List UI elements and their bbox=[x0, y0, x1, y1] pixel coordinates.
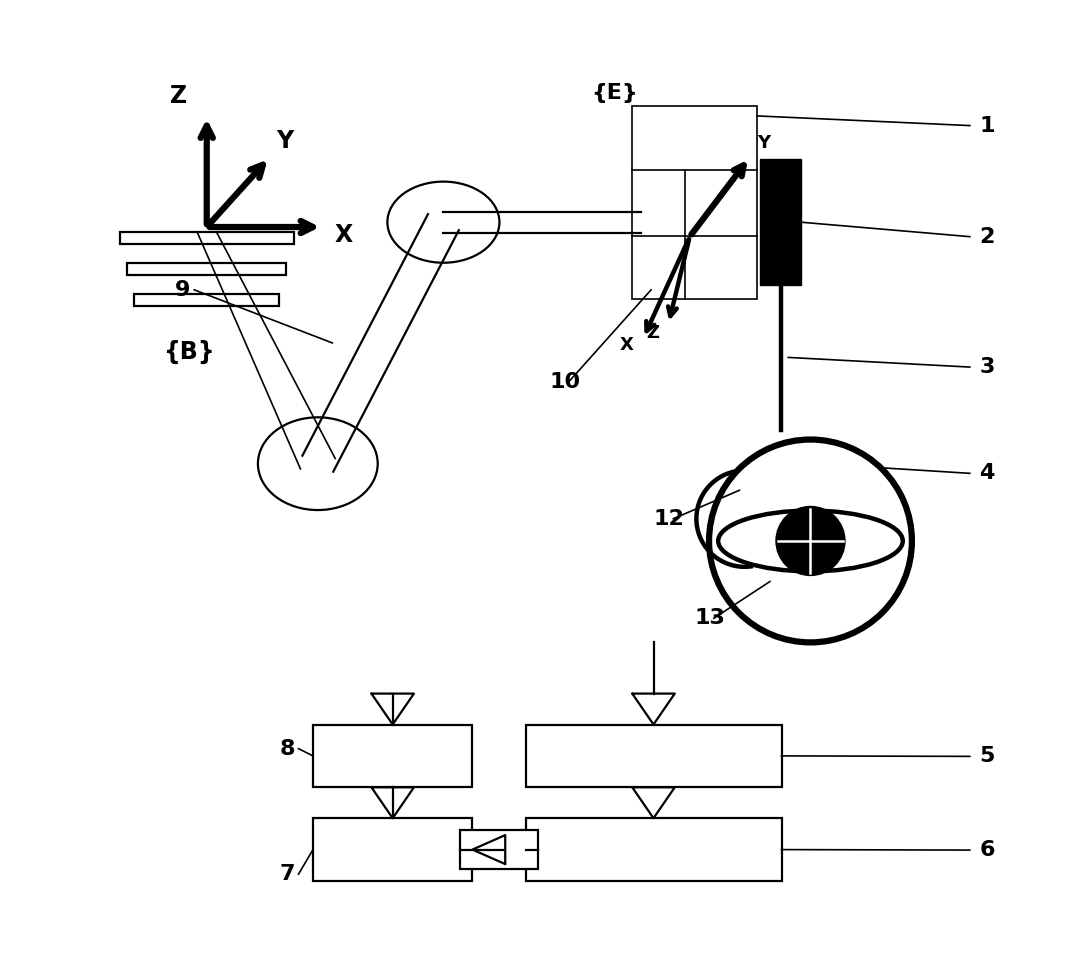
Circle shape bbox=[777, 506, 845, 576]
Text: 1: 1 bbox=[980, 116, 995, 135]
Bar bbox=[526, 818, 782, 881]
Bar bbox=[632, 106, 757, 299]
Text: {E}: {E} bbox=[591, 82, 638, 102]
Bar bbox=[760, 159, 800, 285]
Text: 3: 3 bbox=[980, 357, 995, 377]
Bar bbox=[460, 831, 538, 869]
Text: 12: 12 bbox=[654, 509, 685, 528]
Text: 7: 7 bbox=[280, 865, 295, 884]
Text: 2: 2 bbox=[980, 227, 995, 246]
Text: 4: 4 bbox=[980, 464, 995, 483]
Bar bbox=[134, 294, 279, 306]
Text: 6: 6 bbox=[980, 840, 995, 860]
Text: X: X bbox=[334, 222, 352, 246]
Text: Y: Y bbox=[757, 134, 770, 152]
Bar bbox=[313, 724, 472, 787]
Text: {B}: {B} bbox=[163, 339, 215, 363]
Text: Y: Y bbox=[276, 128, 294, 153]
Text: 10: 10 bbox=[550, 372, 581, 391]
Text: Z: Z bbox=[647, 325, 660, 342]
Text: 8: 8 bbox=[280, 739, 295, 758]
Bar bbox=[127, 263, 286, 275]
Bar bbox=[313, 818, 472, 881]
Bar bbox=[526, 724, 782, 787]
Text: 5: 5 bbox=[980, 747, 995, 766]
Text: 13: 13 bbox=[694, 609, 726, 628]
Text: 9: 9 bbox=[175, 280, 190, 299]
Text: Z: Z bbox=[170, 84, 187, 108]
Bar bbox=[120, 232, 294, 244]
Text: X: X bbox=[620, 336, 634, 354]
